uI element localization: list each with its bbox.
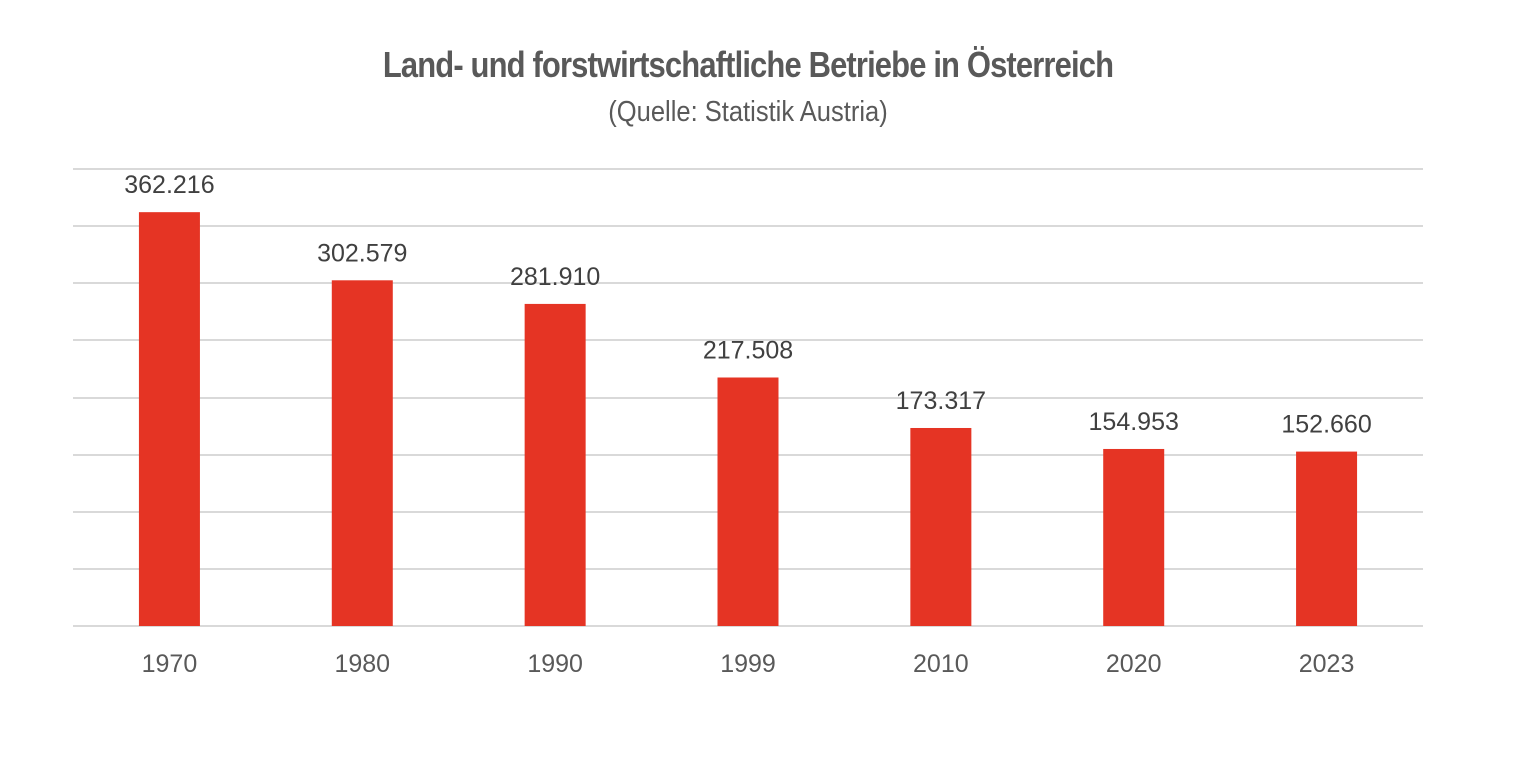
bar-1980	[331, 280, 393, 626]
bars	[138, 212, 1358, 626]
x-tick-label-1980: 1980	[334, 650, 390, 678]
bar-2020	[1103, 448, 1165, 626]
bar-1990	[524, 303, 586, 626]
x-tick-label-1999: 1999	[720, 650, 776, 678]
data-labels: 362.216 302.579 281.910 217.508 173.317 154.9…	[124, 171, 1372, 438]
x-axis-labels: 1970 1980 1990 1999 2010 2020 2023	[142, 650, 1355, 678]
bar-1999	[717, 377, 779, 626]
x-tick-label-2023: 2023	[1299, 650, 1355, 678]
bar-2023	[1296, 451, 1358, 626]
data-label-2023: 152.660	[1281, 411, 1371, 439]
bar-1970	[138, 212, 200, 626]
x-tick-label-1970: 1970	[142, 650, 198, 678]
chart-subtitle: (Quelle: Statistik Austria)	[608, 96, 888, 128]
data-label-2010: 173.317	[896, 387, 986, 415]
x-tick-label-1990: 1990	[527, 650, 583, 678]
x-tick-label-2010: 2010	[913, 650, 969, 678]
data-label-1970: 362.216	[124, 171, 214, 199]
bar-2010	[910, 427, 972, 626]
data-label-1999: 217.508	[703, 336, 793, 364]
data-label-1990: 281.910	[510, 263, 600, 291]
data-label-1980: 302.579	[317, 239, 407, 267]
chart-title: Land- und forstwirtschaftliche Betriebe …	[382, 44, 1114, 85]
x-tick-label-2020: 2020	[1106, 650, 1162, 678]
data-label-2020: 154.953	[1089, 408, 1179, 436]
